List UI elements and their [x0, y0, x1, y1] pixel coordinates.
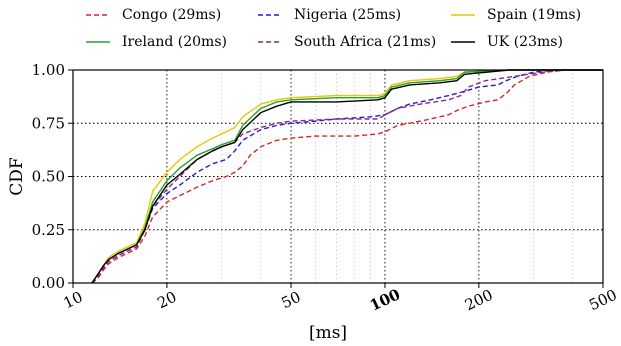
legend-label-spain: Spain (19ms): [487, 7, 581, 23]
y-axis-title: CDF: [7, 157, 27, 196]
series-line-south-africa: [91, 69, 603, 284]
legend-label-south-africa: South Africa (21ms): [294, 34, 436, 50]
series-line-nigeria: [91, 69, 603, 284]
y-tick-label: 1.00: [32, 61, 65, 79]
series-lines: [91, 69, 603, 284]
x-tick-label: 200: [462, 286, 496, 314]
y-tick-label: 0.75: [32, 114, 65, 132]
x-tick-label: 20: [154, 288, 179, 312]
y-tick-label: 0.25: [32, 221, 65, 239]
series-line-uk: [91, 69, 603, 284]
series-line-congo: [91, 69, 603, 284]
x-tick-label: 50: [279, 288, 304, 312]
x-axis: 10 20 50 100 200 500: [61, 283, 620, 315]
legend-label-ireland: Ireland (20ms): [122, 34, 227, 50]
x-tick-label: 500: [586, 286, 620, 314]
legend-label-uk: UK (23ms): [487, 34, 563, 50]
x-tick-label: 100: [367, 285, 403, 315]
series-line-spain: [91, 69, 603, 284]
y-tick-label: 0.50: [32, 168, 65, 186]
y-tick-label: 0.00: [32, 274, 65, 292]
y-axis: 0.00 0.25 0.50 0.75 1.00: [32, 61, 73, 292]
x-axis-title: [ms]: [309, 323, 347, 343]
grid-lines: [73, 70, 603, 283]
legend: Congo (29ms) Nigeria (25ms) Spain (19ms) Ir…: [86, 7, 581, 50]
legend-label-nigeria: Nigeria (25ms): [294, 7, 401, 23]
legend-label-congo: Congo (29ms): [122, 7, 221, 23]
